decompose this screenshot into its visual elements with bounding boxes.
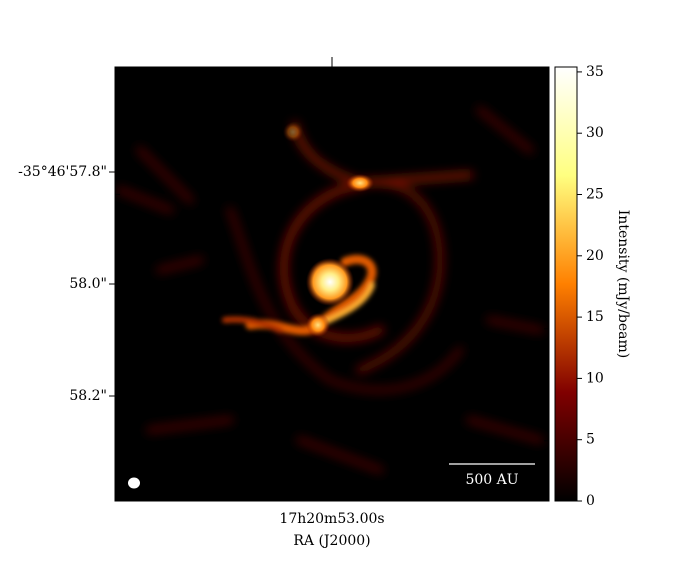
colorbar-tick-label: 10 xyxy=(586,370,604,386)
scale-bar-label: 500 AU xyxy=(465,472,518,488)
beam xyxy=(128,477,140,489)
y-tick-label: 58.2" xyxy=(69,388,107,404)
colorbar-tick-label: 0 xyxy=(586,493,595,509)
colorbar-tick-label: 30 xyxy=(586,125,604,141)
x-axis-label: RA (J2000) xyxy=(293,533,370,549)
x-tick-label: 17h20m53.00s xyxy=(279,511,384,527)
y-tick-label: -35°46'57.8" xyxy=(18,164,107,180)
colorbar-tick-label: 15 xyxy=(586,309,604,325)
colorbar-tick-label: 5 xyxy=(586,432,595,448)
colorbar-tick-label: 35 xyxy=(586,64,604,80)
image xyxy=(115,67,549,501)
colorbar-tick-label: 20 xyxy=(586,248,604,264)
colorbar-tick-label: 25 xyxy=(586,187,604,203)
y-tick-label: 58.0" xyxy=(69,276,107,292)
colorbar-label: Intensity (mJy/beam) xyxy=(615,210,631,358)
colorbar xyxy=(554,66,578,502)
